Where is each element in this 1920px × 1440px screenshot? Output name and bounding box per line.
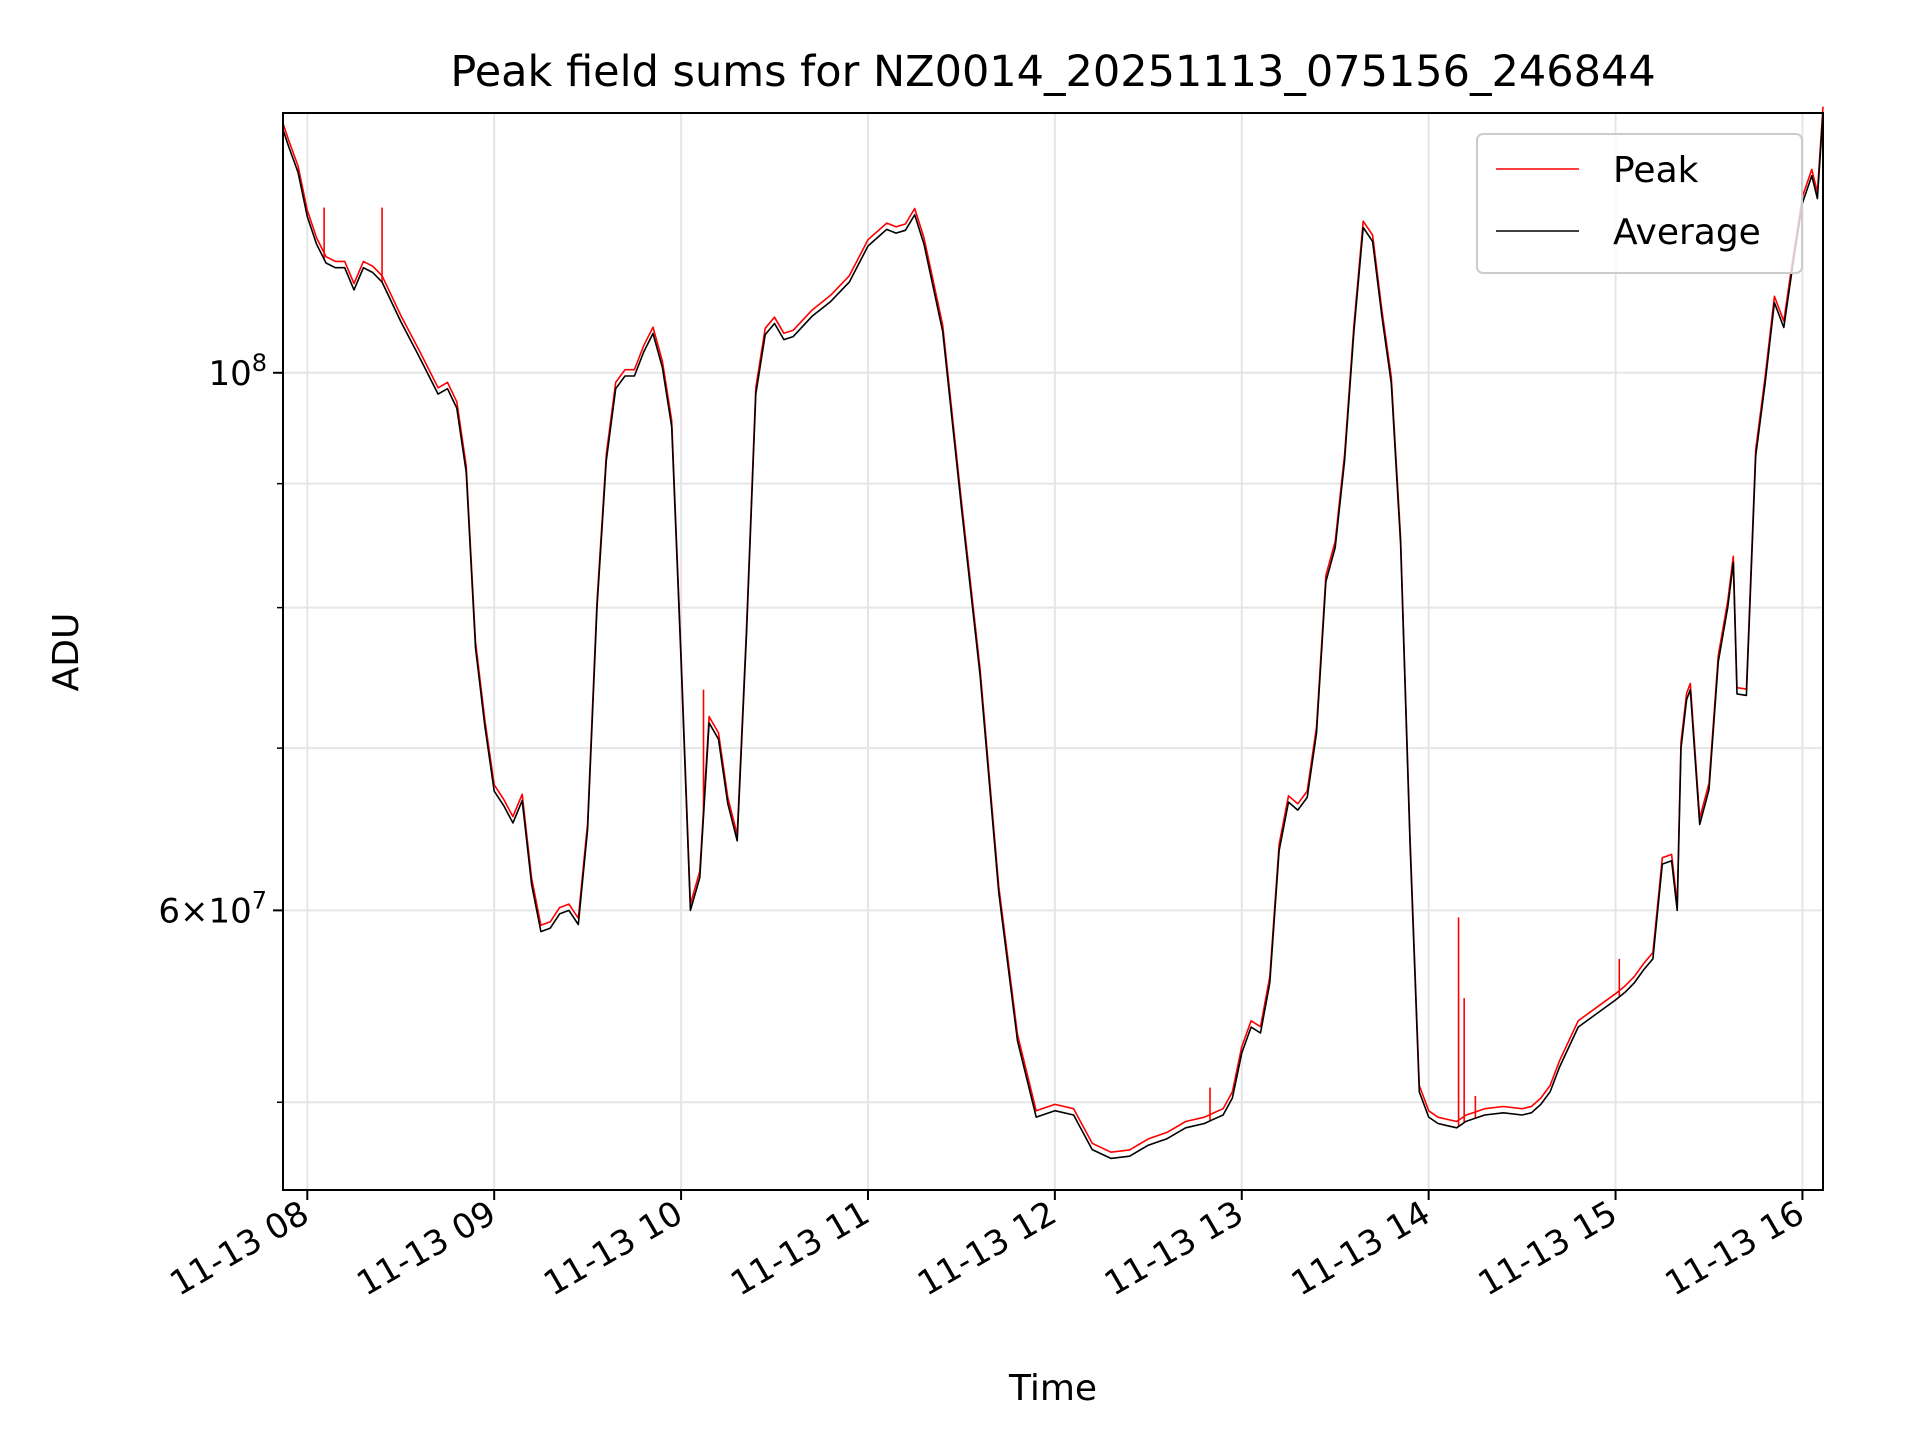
legend-label-average: Average — [1613, 212, 1761, 253]
grid — [283, 113, 1823, 1190]
y-tick-label: 6×107 — [158, 886, 267, 931]
chart-title: Peak field sums for NZ0014_20251113_0751… — [450, 47, 1655, 97]
y-axis-label: ADU — [46, 613, 87, 692]
y-axis: 108 6×107 — [158, 349, 283, 1104]
plot-series — [282, 106, 1824, 1160]
y-tick-label-exponent: 7 — [252, 886, 267, 914]
y-tick-label-exponent: 8 — [252, 349, 267, 377]
y-tick-label-base: 10 — [208, 354, 251, 394]
legend: Peak Average — [1476, 133, 1803, 274]
y-tick-label: 108 — [208, 349, 267, 394]
legend-label-peak: Peak — [1613, 150, 1699, 191]
y-tick-label-base: 6×10 — [158, 891, 251, 931]
series-line-average — [282, 112, 1824, 1160]
plot-frame — [282, 112, 1824, 1191]
x-axis-label: Time — [1008, 1368, 1097, 1409]
